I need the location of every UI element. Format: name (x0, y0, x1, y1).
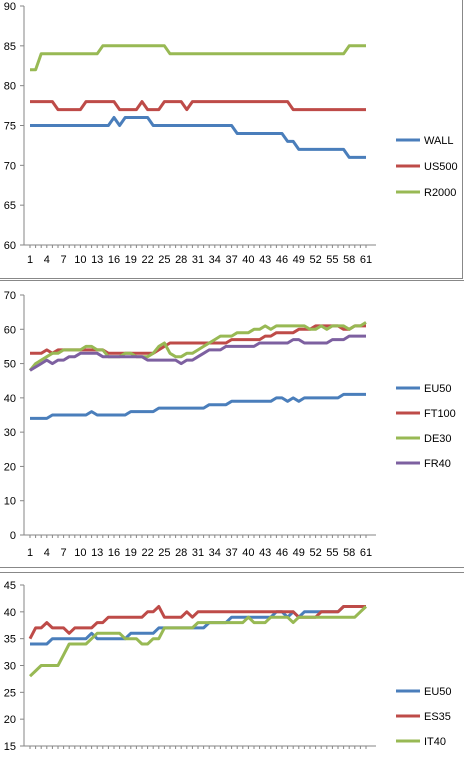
series-line-eu50 (30, 605, 366, 646)
series-line-eu50 (30, 392, 366, 420)
chart-panel-1: 60 65 70 75 80 85 90 1 4 7 10 13 16 19 22 25 28 31 34 37 40 4… (0, 0, 463, 279)
y-tick-label: 35 (4, 634, 16, 646)
x-tick-label: 49 (293, 254, 305, 266)
x-tick-label: 40 (242, 547, 254, 559)
x-tick-label: 31 (192, 547, 204, 559)
legend-label-us500: US500 (424, 161, 458, 173)
x-tick-label: 40 (242, 254, 254, 266)
x-tick-label: 31 (192, 254, 204, 266)
x-tick-label: 37 (225, 547, 237, 559)
legend-label-de30: DE30 (424, 433, 452, 445)
series-line-r2000 (30, 44, 366, 72)
legend-label-es35: ES35 (424, 711, 451, 723)
x-tick-label: 28 (175, 254, 187, 266)
x-tick-label: 34 (209, 254, 221, 266)
x-tick-label: 1 (27, 547, 33, 559)
x-tick-label: 52 (309, 254, 321, 266)
x-tick-label: 43 (259, 547, 271, 559)
x-tick-label: 1 (27, 254, 33, 266)
chart-panel-2: 0 10 20 30 40 50 60 70 1 4 7 10 13 16 19 22 25 28 31 34 37 40… (0, 280, 464, 568)
chart-panel-3: 15 20 25 30 35 40 45 EU50 ES35 IT40 (0, 572, 464, 761)
x-tick-label: 10 (74, 254, 86, 266)
chart-2: 0 10 20 30 40 50 60 70 1 4 7 10 13 16 19 22 25 28 31 34 37 40… (4, 290, 456, 559)
y-tick-label: 25 (4, 687, 16, 699)
y-tick-label: 30 (4, 427, 16, 439)
x-tick-label: 25 (158, 254, 170, 266)
y-tick-label: 85 (4, 41, 16, 53)
legend-label-wall: WALL (424, 135, 454, 147)
y-tick-label: 70 (4, 160, 16, 172)
y-tick-label: 10 (4, 496, 16, 508)
x-tick-label: 55 (326, 547, 338, 559)
legend-label-eu50: EU50 (424, 383, 452, 395)
y-tick-label: 20 (4, 461, 16, 473)
x-tick-label: 19 (125, 254, 137, 266)
y-tick-label: 0 (10, 530, 16, 542)
series-line-wall (30, 116, 366, 159)
x-tick-label: 61 (360, 547, 372, 559)
y-tick-label: 60 (4, 240, 16, 252)
x-tick-label: 7 (61, 547, 67, 559)
x-tick-label: 61 (360, 254, 372, 266)
y-tick-label: 45 (4, 580, 16, 592)
y-tick-label: 15 (4, 741, 16, 753)
legend-label-fr40: FR40 (424, 458, 451, 470)
x-tick-label: 7 (61, 254, 67, 266)
y-tick-label: 80 (4, 81, 16, 93)
x-tick-label: 10 (74, 547, 86, 559)
x-tick-label: 52 (309, 547, 321, 559)
x-tick-label: 46 (276, 254, 288, 266)
x-tick-label: 28 (175, 547, 187, 559)
x-tick-label: 13 (91, 547, 103, 559)
series-line-de30 (28, 321, 367, 372)
x-tick-label: 22 (141, 254, 153, 266)
x-tick-label: 16 (108, 547, 120, 559)
series-line-fr40 (29, 334, 366, 372)
chart-1: 60 65 70 75 80 85 90 1 4 7 10 13 16 19 22 25 28 31 34 37 40 4… (4, 1, 458, 266)
series-line-it40 (28, 605, 368, 678)
x-tick-label: 25 (158, 547, 170, 559)
y-tick-label: 90 (4, 1, 16, 13)
x-tick-label: 46 (276, 547, 288, 559)
y-tick-label: 30 (4, 661, 16, 673)
x-tick-label: 55 (326, 254, 338, 266)
x-tick-label: 58 (343, 547, 355, 559)
y-tick-label: 75 (4, 121, 16, 133)
x-tick-label: 43 (259, 254, 271, 266)
y-tick-label: 20 (4, 714, 16, 726)
series-line-us500 (30, 100, 366, 112)
x-tick-label: 4 (44, 547, 50, 559)
legend-label-r2000: R2000 (424, 187, 456, 199)
x-tick-label: 4 (44, 254, 50, 266)
x-tick-label: 19 (125, 547, 137, 559)
y-tick-label: 40 (4, 607, 16, 619)
legend-label-it40: IT40 (424, 736, 446, 748)
x-tick-label: 37 (225, 254, 237, 266)
legend-label-ft100: FT100 (424, 408, 456, 420)
x-tick-label: 58 (343, 254, 355, 266)
y-tick-label: 65 (4, 200, 16, 212)
x-tick-label: 16 (108, 254, 120, 266)
y-tick-label: 60 (4, 324, 16, 336)
x-tick-label: 22 (141, 547, 153, 559)
legend-label-eu50: EU50 (424, 686, 452, 698)
x-tick-label: 34 (209, 547, 221, 559)
x-tick-label: 49 (293, 547, 305, 559)
x-tick-label: 13 (91, 254, 103, 266)
y-tick-label: 40 (4, 393, 16, 405)
y-tick-label: 70 (4, 290, 16, 302)
y-tick-label: 50 (4, 359, 16, 371)
chart-3: 15 20 25 30 35 40 45 EU50 ES35 IT40 (4, 580, 452, 753)
